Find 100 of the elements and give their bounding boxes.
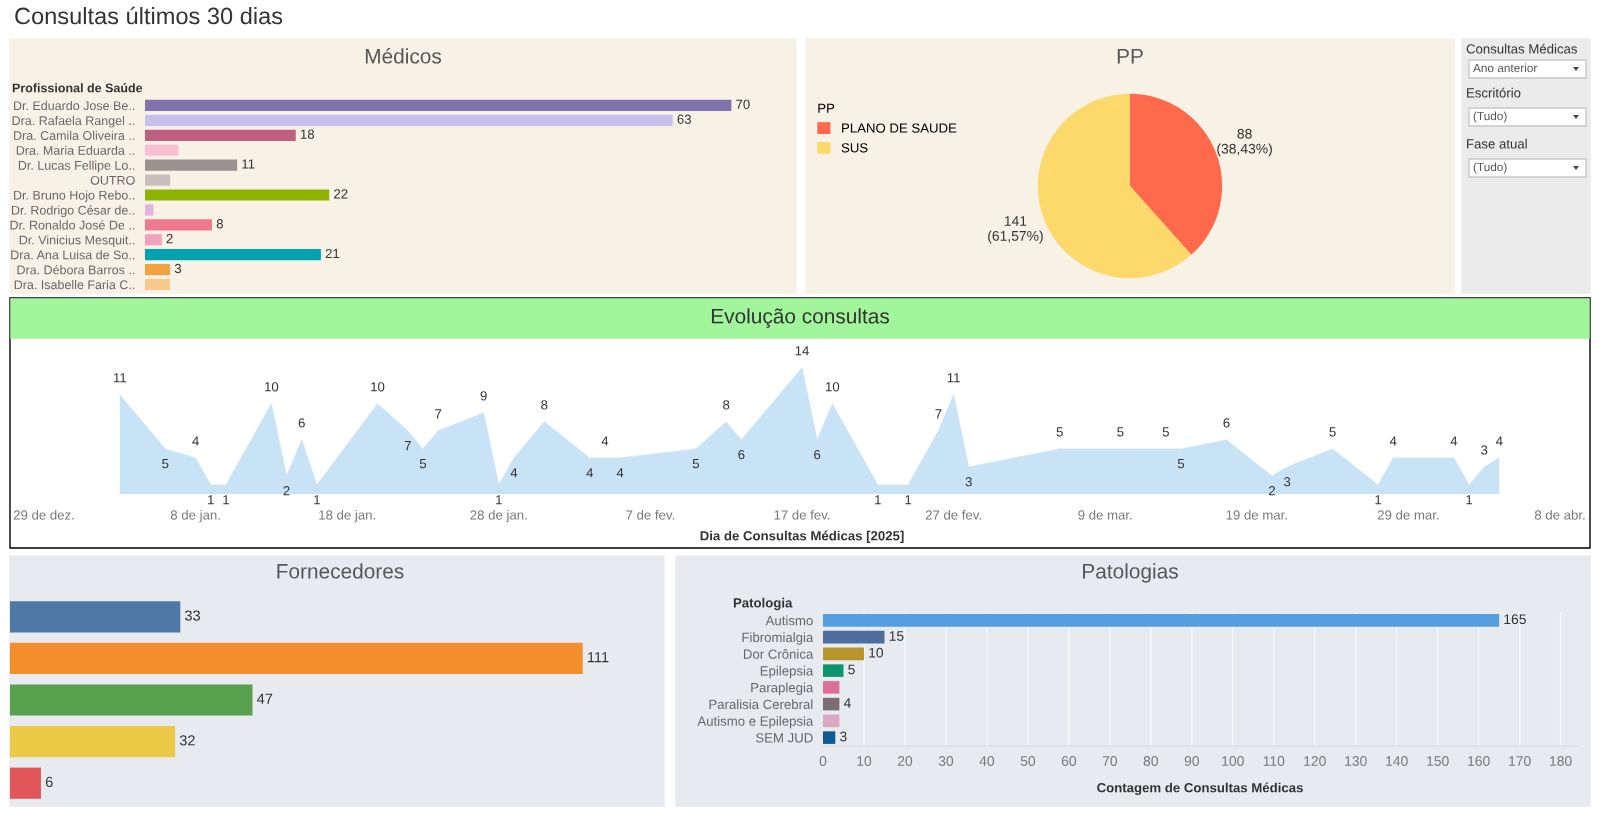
data-label: 4 bbox=[1389, 436, 1397, 446]
bar bbox=[823, 614, 1500, 627]
x-axis-title: Dia de Consultas Médicas [2025] bbox=[700, 530, 904, 544]
data-label: 8 bbox=[541, 400, 548, 410]
x-tick-label: 100 bbox=[1222, 756, 1244, 766]
data-label: 3 bbox=[1481, 445, 1488, 455]
x-tick-label: 29 de mar. bbox=[1377, 509, 1439, 520]
x-tick-label: 29 de dez. bbox=[13, 509, 74, 520]
data-label: 63 bbox=[677, 114, 691, 124]
x-tick-label: 120 bbox=[1304, 756, 1326, 766]
x-tick-label: 50 bbox=[1020, 756, 1036, 766]
bar bbox=[145, 204, 154, 216]
data-label: 8 bbox=[216, 219, 223, 229]
bar bbox=[823, 697, 840, 711]
data-label: 4 bbox=[586, 468, 594, 478]
x-tick-label: 9 de mar. bbox=[1078, 509, 1132, 520]
data-label: 11 bbox=[113, 373, 127, 383]
x-tick-label: 80 bbox=[1143, 756, 1159, 766]
data-label: 7 bbox=[404, 441, 411, 451]
x-tick-label: 180 bbox=[1550, 756, 1572, 766]
legend-label: PLANO DE SAUDE bbox=[842, 123, 957, 133]
data-label: 1 bbox=[208, 495, 214, 505]
bar bbox=[10, 601, 181, 633]
data-label: 4 bbox=[1450, 436, 1458, 446]
y-tick-label: Autismo bbox=[765, 615, 813, 626]
data-label: 7 bbox=[435, 409, 442, 419]
x-tick-label: 10 bbox=[857, 756, 872, 766]
text: Consultas Médicas bbox=[1466, 43, 1577, 54]
x-tick-label: 150 bbox=[1427, 756, 1449, 766]
x-tick-label: 130 bbox=[1345, 756, 1367, 766]
y-tick-label: Dr. Lucas Fellipe Lo.. bbox=[18, 160, 135, 173]
bar bbox=[823, 681, 840, 694]
data-label: 141 (61,57%) bbox=[988, 216, 1043, 244]
data-label: 70 bbox=[736, 99, 750, 109]
x-tick-label: 7 de fev. bbox=[626, 509, 675, 520]
chart-title: PP bbox=[1117, 49, 1143, 64]
data-label: 18 bbox=[300, 129, 315, 139]
x-tick-label: 60 bbox=[1061, 756, 1077, 766]
y-tick-label: Dra. Débora Barros .. bbox=[17, 264, 135, 275]
data-label: 4 bbox=[601, 436, 609, 446]
data-label: 3 bbox=[839, 731, 847, 742]
data-label: 15 bbox=[889, 631, 904, 641]
data-label: 5 bbox=[1177, 459, 1185, 469]
data-label: 3 bbox=[965, 477, 972, 487]
data-label: 5 bbox=[1117, 427, 1124, 437]
bar bbox=[145, 249, 321, 261]
data-label: 5 bbox=[162, 459, 169, 469]
x-tick-label: 28 de jan. bbox=[470, 509, 527, 523]
data-label: 6 bbox=[45, 776, 53, 788]
x-tick-label: 170 bbox=[1509, 756, 1531, 766]
bar bbox=[145, 264, 171, 276]
data-label: 8 bbox=[723, 400, 730, 410]
bar bbox=[145, 234, 162, 246]
data-label: 10 bbox=[265, 382, 279, 392]
bar bbox=[145, 129, 296, 141]
y-axis-title: Profissional de Saúde bbox=[12, 83, 143, 93]
data-label: 33 bbox=[184, 610, 201, 621]
data-label: 4 bbox=[192, 436, 199, 446]
bar bbox=[145, 99, 732, 112]
text: Consultas últimos 30 dias bbox=[15, 6, 283, 25]
x-tick-label: 30 bbox=[938, 756, 954, 766]
y-tick-label: Dr. Ronaldo José De .. bbox=[10, 220, 135, 230]
bar bbox=[145, 278, 171, 291]
data-label: 5 bbox=[848, 664, 855, 675]
y-tick-label: Dor Crônica bbox=[743, 649, 814, 659]
data-label: 5 bbox=[692, 459, 699, 469]
y-tick-label: Dra. Camila Oliveira .. bbox=[14, 130, 135, 140]
x-tick-label: 8 de abr. bbox=[1534, 509, 1585, 520]
x-tick-label: 17 de fev. bbox=[774, 509, 830, 520]
bar bbox=[823, 647, 864, 661]
data-label: 5 bbox=[1056, 427, 1063, 437]
text: Escritório bbox=[1467, 87, 1521, 98]
data-label: 3 bbox=[174, 263, 182, 274]
legend-label: SUS bbox=[841, 143, 868, 153]
y-tick-label: Paraplegia bbox=[751, 682, 814, 695]
data-label: 1 bbox=[496, 495, 502, 505]
y-tick-label: Dr. Bruno Hojo Rebo.. bbox=[14, 190, 135, 203]
data-label: 2 bbox=[1268, 486, 1275, 496]
data-label: 6 bbox=[738, 449, 745, 460]
data-label: 11 bbox=[947, 373, 960, 383]
data-label: 4 bbox=[843, 698, 851, 708]
y-axis-title: Patologia bbox=[733, 597, 793, 611]
data-label: 1 bbox=[875, 495, 881, 505]
data-label: 5 bbox=[1162, 427, 1169, 437]
bar bbox=[10, 767, 41, 799]
text: Fase atual bbox=[1467, 138, 1527, 149]
bar bbox=[145, 189, 330, 201]
y-tick-label: SEM JUD bbox=[755, 733, 813, 743]
data-label: 4 bbox=[1495, 436, 1503, 446]
data-label: 4 bbox=[616, 468, 624, 478]
text: Ano anterior bbox=[1473, 63, 1538, 73]
legend-title: PP bbox=[818, 103, 835, 113]
y-tick-label: Dra. Rafaela Rangel .. bbox=[12, 115, 135, 128]
data-label: 14 bbox=[795, 346, 809, 356]
data-label: 11 bbox=[242, 159, 255, 169]
data-label: 9 bbox=[480, 391, 487, 401]
y-tick-label: Autismo e Epilepsia bbox=[697, 716, 814, 729]
x-axis-title: Contagem de Consultas Médicas bbox=[1097, 782, 1303, 796]
x-tick-label: 8 de jan. bbox=[170, 509, 220, 523]
x-tick-label: 18 de jan. bbox=[319, 509, 375, 523]
